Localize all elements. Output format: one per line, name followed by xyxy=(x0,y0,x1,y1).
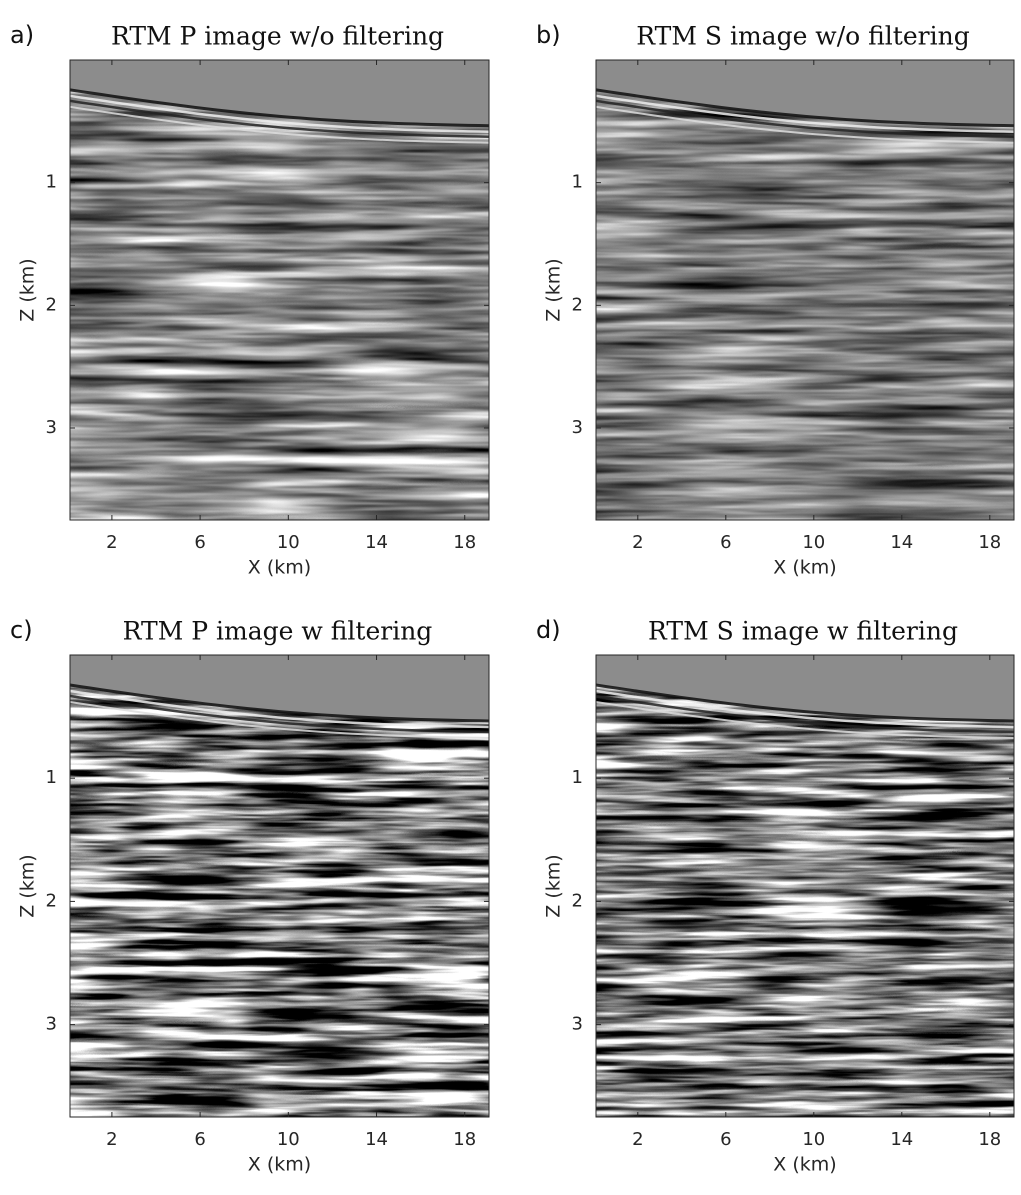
seafloor-reflector xyxy=(70,99,489,138)
y-tick-label: 1 xyxy=(572,767,583,788)
x-tick-label: 2 xyxy=(632,532,643,553)
image-texture xyxy=(596,655,1014,1117)
seafloor-reflector xyxy=(596,683,1014,723)
y-tick-label: 3 xyxy=(46,1014,57,1035)
seafloor-reflector xyxy=(596,694,1014,734)
x-tick-label: 14 xyxy=(890,1129,913,1150)
x-tick-label: 18 xyxy=(978,1129,1001,1150)
panel-title: RTM S image w/o filtering xyxy=(636,22,969,51)
seafloor-reflector xyxy=(70,88,489,128)
y-axis-label: Z (km) xyxy=(543,258,565,321)
seismic-image xyxy=(596,655,1014,1117)
x-axis-label: X (km) xyxy=(248,1154,311,1176)
seafloor-reflector xyxy=(70,701,489,739)
x-tick-label: 10 xyxy=(802,532,825,553)
y-axis-label: Z (km) xyxy=(17,258,39,321)
axes-frame xyxy=(69,59,490,521)
panel: 2 6 10 14 18 1 2 3 X (km) Z (km) b) RTM S image w/o… xyxy=(536,21,1015,579)
y-axis-label: Z (km) xyxy=(17,854,39,917)
seafloor-reflector xyxy=(596,94,1014,133)
image-texture xyxy=(596,60,1014,520)
panel-title: RTM P image w filtering xyxy=(123,617,433,646)
axes-frame xyxy=(595,59,1015,521)
y-tick-label: 1 xyxy=(572,172,583,193)
y-tick-label: 2 xyxy=(46,890,57,911)
y-tick-label: 1 xyxy=(46,172,57,193)
x-tick-label: 14 xyxy=(890,532,913,553)
x-axis-label: X (km) xyxy=(248,557,311,579)
axes-frame xyxy=(69,654,490,1118)
axes-frame xyxy=(595,654,1015,1118)
seafloor-reflector xyxy=(70,694,489,734)
x-tick-label: 6 xyxy=(194,532,205,553)
seafloor-reflector xyxy=(70,94,489,133)
y-tick-label: 3 xyxy=(572,1014,583,1035)
x-tick-label: 18 xyxy=(453,1129,476,1150)
x-tick-label: 2 xyxy=(106,532,117,553)
y-tick-label: 2 xyxy=(572,890,583,911)
panel-label: d) xyxy=(536,616,561,644)
x-tick-label: 14 xyxy=(365,1129,388,1150)
x-tick-label: 10 xyxy=(802,1129,825,1150)
y-tick-label: 3 xyxy=(572,417,583,438)
water-column xyxy=(70,655,489,721)
y-tick-label: 2 xyxy=(46,294,57,315)
seafloor-reflector xyxy=(596,701,1014,739)
y-tick-label: 2 xyxy=(572,294,583,315)
x-tick-label: 10 xyxy=(277,532,300,553)
y-tick-label: 1 xyxy=(46,767,57,788)
y-axis-label: Z (km) xyxy=(543,854,565,917)
x-tick-label: 6 xyxy=(720,1129,731,1150)
x-tick-label: 6 xyxy=(720,532,731,553)
x-tick-label: 14 xyxy=(365,532,388,553)
panel: 2 6 10 14 18 1 2 3 X (km) Z (km) c) RTM P image w f… xyxy=(10,616,490,1176)
panel: 2 6 10 14 18 1 2 3 X (km) Z (km) d) RTM S image w f… xyxy=(536,616,1015,1176)
seafloor-reflector xyxy=(70,683,489,723)
panel-title: RTM S image w filtering xyxy=(648,617,958,646)
image-texture xyxy=(70,655,489,1117)
panel-label: a) xyxy=(10,21,34,49)
y-tick-label: 3 xyxy=(46,417,57,438)
x-tick-label: 6 xyxy=(194,1129,205,1150)
seismic-image xyxy=(70,655,489,1117)
seafloor-reflector xyxy=(596,105,1014,144)
water-column xyxy=(596,655,1014,721)
panel-title: RTM P image w/o filtering xyxy=(111,22,444,51)
x-axis-label: X (km) xyxy=(773,1154,836,1176)
seafloor-reflector xyxy=(596,88,1014,128)
x-axis-label: X (km) xyxy=(773,557,836,579)
seafloor-reflector xyxy=(70,689,489,729)
image-texture xyxy=(70,60,489,520)
panel-label: b) xyxy=(536,21,561,49)
x-tick-label: 2 xyxy=(106,1129,117,1150)
x-tick-label: 18 xyxy=(978,532,1001,553)
seismic-image xyxy=(70,60,489,520)
water-column xyxy=(70,60,489,126)
seafloor-reflector xyxy=(596,689,1014,729)
x-tick-label: 2 xyxy=(632,1129,643,1150)
x-tick-label: 10 xyxy=(277,1129,300,1150)
seafloor-reflector xyxy=(596,99,1014,138)
seismic-image xyxy=(596,60,1014,520)
panel-label: c) xyxy=(10,616,33,644)
seafloor-reflector xyxy=(70,105,489,144)
water-column xyxy=(596,60,1014,126)
x-tick-label: 18 xyxy=(453,532,476,553)
panel: 2 6 10 14 18 1 2 3 X (km) Z (km) a) RTM P image w/o… xyxy=(10,21,490,579)
